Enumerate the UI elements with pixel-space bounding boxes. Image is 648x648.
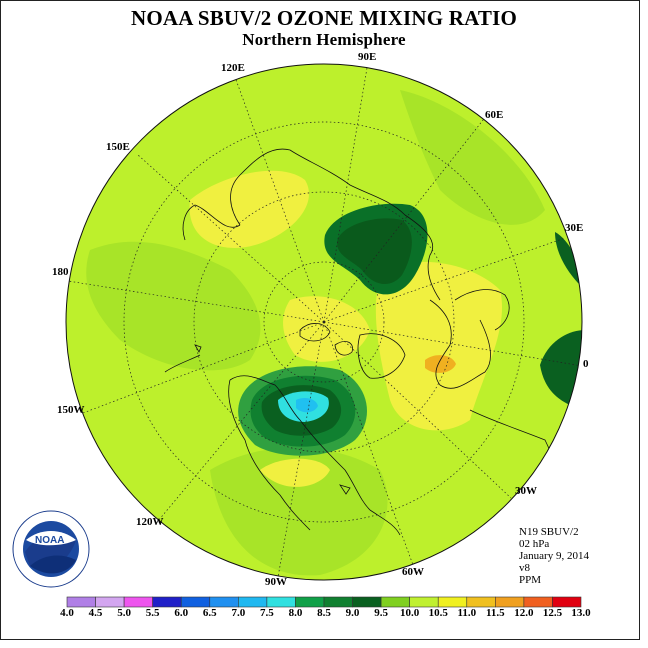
- lon-label-30e: 30E: [565, 222, 584, 234]
- field-yellow-east: [375, 261, 503, 431]
- colorbar-swatch: [552, 596, 582, 608]
- colorbar-swatch: [152, 596, 182, 608]
- ozone-field: [66, 64, 582, 580]
- field-orange-patch: [425, 355, 456, 373]
- colorbar-swatch: [466, 596, 496, 608]
- colorbar-swatch: [523, 596, 553, 608]
- colorbar-tick-label: 13.0: [571, 607, 591, 619]
- lon-label-150e: 150E: [106, 141, 130, 153]
- colorbar-swatch: [495, 596, 525, 608]
- lon-label-180: 180: [52, 266, 69, 278]
- colorbar-tick-label: 12.5: [542, 607, 563, 619]
- lon-label-150w: 150W: [57, 404, 85, 416]
- graticule: [67, 64, 582, 578]
- colorbar-swatch: [380, 596, 410, 608]
- colorbar-tick-label: 6.0: [174, 607, 189, 619]
- colorbar-swatch: [266, 596, 296, 608]
- map-disk-border: [65, 63, 583, 581]
- colorbar-swatch: [209, 596, 239, 608]
- colorbar-tick-label: 11.0: [457, 607, 477, 619]
- version-label: v8: [519, 562, 530, 574]
- colorbar-tick-label: 10.0: [400, 607, 420, 619]
- colorbar-tick-label: 8.5: [317, 607, 331, 619]
- colorbar-tick-label: 7.5: [260, 607, 274, 619]
- field-region-b: [210, 447, 388, 576]
- lon-label-30w: 30W: [515, 485, 537, 497]
- colorbar-tick-label: 5.0: [117, 607, 131, 619]
- map-subtitle: Northern Hemisphere: [242, 30, 406, 49]
- lon-label-90w: 90W: [265, 576, 287, 588]
- field-yellow-pole: [283, 296, 370, 362]
- colorbar-tick-label: 10.5: [428, 607, 448, 619]
- map-title: NOAA SBUV/2 OZONE MIXING RATIO: [131, 6, 517, 30]
- colorbar-tick-label: 9.5: [374, 607, 388, 619]
- colorbar-tick-label: 7.0: [231, 607, 246, 619]
- lon-label-90e: 90E: [358, 51, 377, 63]
- colorbar-tick-label: 11.5: [486, 607, 505, 619]
- colorbar: [66, 596, 582, 608]
- lon-label-0: 0: [583, 358, 589, 370]
- colorbar-swatch: [437, 596, 468, 608]
- lon-label-60w: 60W: [402, 566, 424, 578]
- lon-label-60e: 60E: [485, 109, 504, 121]
- colorbar-swatch: [323, 596, 353, 608]
- colorbar-swatch: [409, 596, 439, 608]
- colorbar-tick-label: 4.0: [60, 607, 74, 619]
- colorbar-swatch: [180, 596, 211, 608]
- field-yellow-north: [189, 170, 309, 248]
- colorbar-tick-label: 6.5: [202, 607, 217, 619]
- noaa-logo-text: NOAA: [35, 535, 65, 546]
- colorbar-swatch: [95, 596, 125, 608]
- field-dark-cell-east-1: [555, 232, 581, 285]
- level-label: 02 hPa: [519, 538, 550, 550]
- colorbar-swatch: [123, 596, 153, 608]
- colorbar-tick-label: 9.0: [345, 607, 360, 619]
- colorbar-swatch: [295, 596, 325, 608]
- colorbar-swatch: [352, 596, 382, 608]
- colorbar-tick-label: 8.0: [288, 607, 303, 619]
- units-label: PPM: [519, 574, 542, 586]
- colorbar-tick-label: 12.0: [514, 607, 534, 619]
- colorbar-swatch: [66, 596, 96, 608]
- colorbar-swatch: [238, 596, 268, 608]
- date-label: January 9, 2014: [519, 550, 589, 562]
- lon-label-120e: 120E: [221, 62, 245, 74]
- colorbar-tick-label: 4.5: [88, 607, 103, 619]
- colorbar-tick-label: 5.5: [145, 607, 160, 619]
- field-region-c: [400, 90, 545, 225]
- field-yellow-south: [260, 458, 330, 487]
- lon-label-120w: 120W: [136, 516, 164, 528]
- noaa-logo: [12, 510, 90, 588]
- satellite-label: N19 SBUV/2: [519, 526, 579, 538]
